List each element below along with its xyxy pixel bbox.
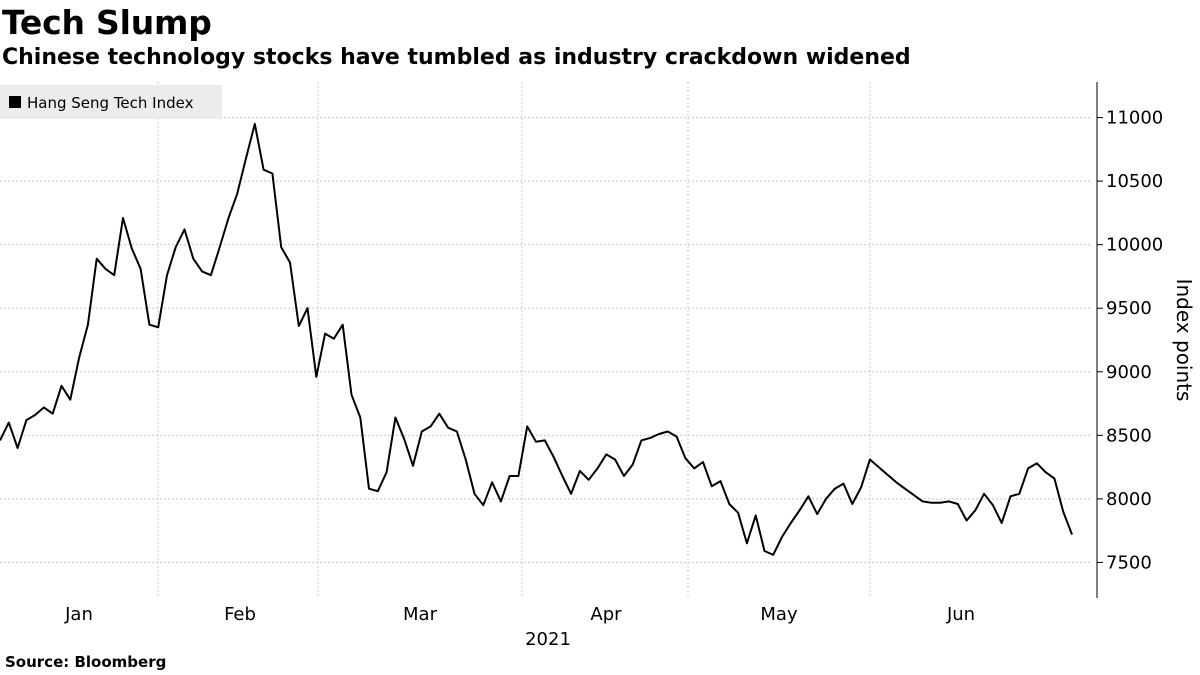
chart-title: Tech Slump xyxy=(2,3,212,42)
x-tick-label-jun: Jun xyxy=(946,604,975,625)
y-tick-label: 8000 xyxy=(1106,489,1152,510)
y-tick-label: 7500 xyxy=(1106,552,1152,573)
y-tick-label: 10000 xyxy=(1106,235,1163,256)
y-tick-label: 9000 xyxy=(1106,362,1152,383)
y-axis-label: Index points xyxy=(1172,279,1196,402)
x-tick-label-mar: Mar xyxy=(403,604,438,625)
x-axis-year-label: 2021 xyxy=(525,629,571,650)
y-tick-label: 9500 xyxy=(1106,298,1152,319)
x-tick-label-feb: Feb xyxy=(224,604,256,625)
x-tick-label-jan: Jan xyxy=(64,604,93,625)
series-line-hang-seng-tech xyxy=(0,122,1073,556)
x-tick-label-apr: Apr xyxy=(590,604,622,625)
x-tick-label-may: May xyxy=(760,604,798,625)
legend-swatch xyxy=(9,96,21,108)
x-axis-ticks: Jan Feb Mar Apr May Jun xyxy=(64,604,975,625)
y-tick-label: 11000 xyxy=(1106,108,1163,129)
y-tick-label: 8500 xyxy=(1106,425,1152,446)
y-tick-label: 10500 xyxy=(1106,171,1163,192)
gridlines xyxy=(0,82,1090,598)
legend: Hang Seng Tech Index xyxy=(0,85,222,119)
y-axis-ticks: 7500 8000 8500 9000 9500 10000 10500 11000 xyxy=(1097,108,1163,573)
legend-label: Hang Seng Tech Index xyxy=(27,94,194,112)
legend-background xyxy=(0,85,222,119)
chart-subtitle: Chinese technology stocks have tumbled a… xyxy=(2,45,911,70)
source-note: Source: Bloomberg xyxy=(5,653,167,671)
